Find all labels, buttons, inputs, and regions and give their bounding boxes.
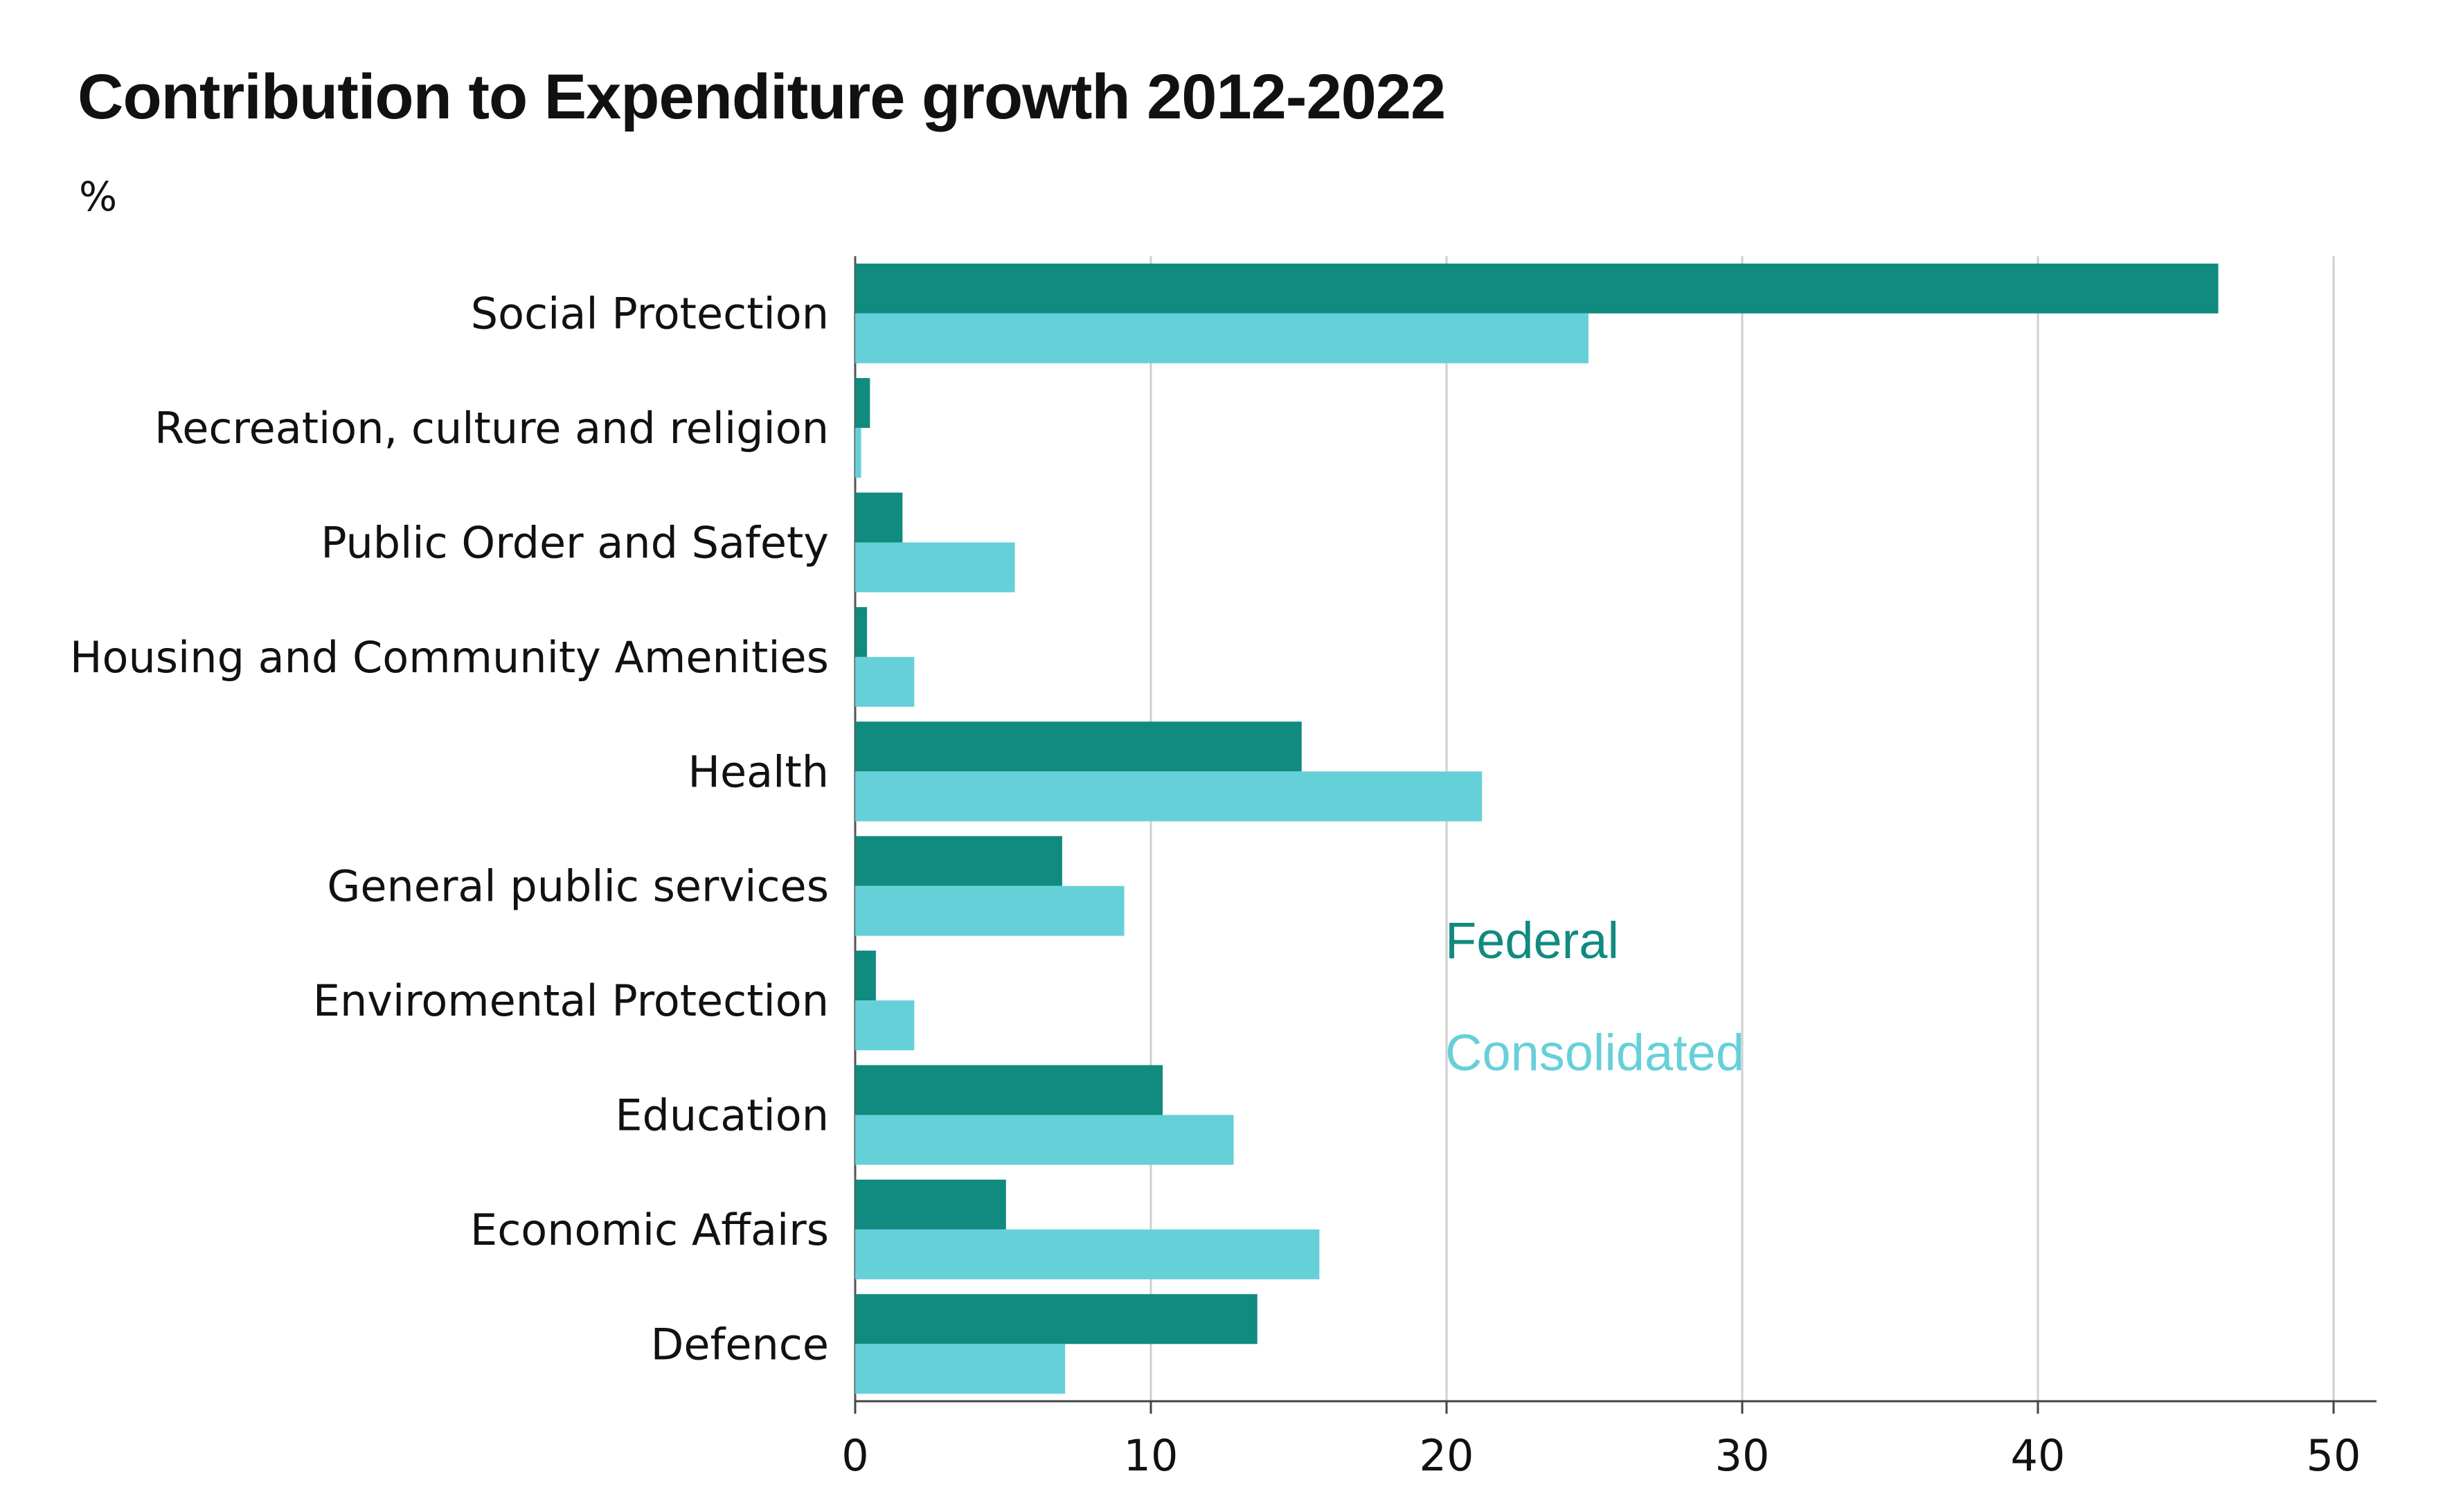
bar-federal-defence xyxy=(855,1294,1258,1344)
x-tick-label: 40 xyxy=(2011,1430,2066,1481)
category-label: Enviromental Protection xyxy=(313,975,829,1026)
legend-label-federal: Federal xyxy=(1445,912,1619,969)
bar-federal-recreation-culture-and-religion xyxy=(855,378,870,429)
category-label: Public Order and Safety xyxy=(321,518,829,568)
legend: Federal Consolidated xyxy=(1445,912,1744,1081)
x-axis-ticks: 0 10 20 30 40 50 xyxy=(841,1401,2361,1481)
category-label: Housing and Community Amenities xyxy=(70,632,829,683)
bar-consolidated-social-protection xyxy=(855,313,1589,363)
bar-consolidated-education xyxy=(855,1115,1234,1165)
category-label: Education xyxy=(615,1090,829,1141)
chart-title: Contribution to Expenditure growth 2012-… xyxy=(78,62,1446,132)
x-tick-label: 20 xyxy=(1420,1430,1474,1481)
category-label: Economic Affairs xyxy=(470,1205,829,1255)
category-label: Defence xyxy=(651,1319,829,1369)
bar-consolidated-enviromental-protection xyxy=(855,1000,915,1051)
bar-federal-general-public-services xyxy=(855,836,1062,886)
x-tick-label: 30 xyxy=(1715,1430,1770,1481)
bars xyxy=(855,263,2219,1394)
category-label: Recreation, culture and religion xyxy=(154,403,829,453)
category-labels: Social Protection Recreation, culture and… xyxy=(70,289,829,1370)
bar-federal-enviromental-protection xyxy=(855,951,876,1001)
bar-federal-social-protection xyxy=(855,263,2219,314)
x-tick-label: 50 xyxy=(2307,1430,2361,1481)
bar-federal-health xyxy=(855,721,1302,772)
bar-consolidated-health xyxy=(855,771,1483,822)
bar-consolidated-defence xyxy=(855,1344,1066,1394)
bar-consolidated-public-order-and-safety xyxy=(855,542,1015,593)
category-label: Social Protection xyxy=(471,289,829,339)
bar-federal-education xyxy=(855,1065,1163,1115)
bar-consolidated-housing-and-community-amenities xyxy=(855,656,915,707)
legend-label-consolidated: Consolidated xyxy=(1445,1024,1744,1081)
x-tick-label: 0 xyxy=(841,1430,868,1481)
bar-federal-economic-affairs xyxy=(855,1179,1006,1230)
category-label: Health xyxy=(688,746,829,797)
bar-consolidated-economic-affairs xyxy=(855,1229,1320,1279)
x-tick-label: 10 xyxy=(1124,1430,1179,1481)
category-label: General public services xyxy=(327,861,829,912)
bar-consolidated-general-public-services xyxy=(855,885,1125,936)
unit-label: % xyxy=(79,173,118,220)
bar-consolidated-recreation-culture-and-religion xyxy=(855,428,861,478)
bar-federal-housing-and-community-amenities xyxy=(855,606,868,657)
bar-federal-public-order-and-safety xyxy=(855,492,903,543)
